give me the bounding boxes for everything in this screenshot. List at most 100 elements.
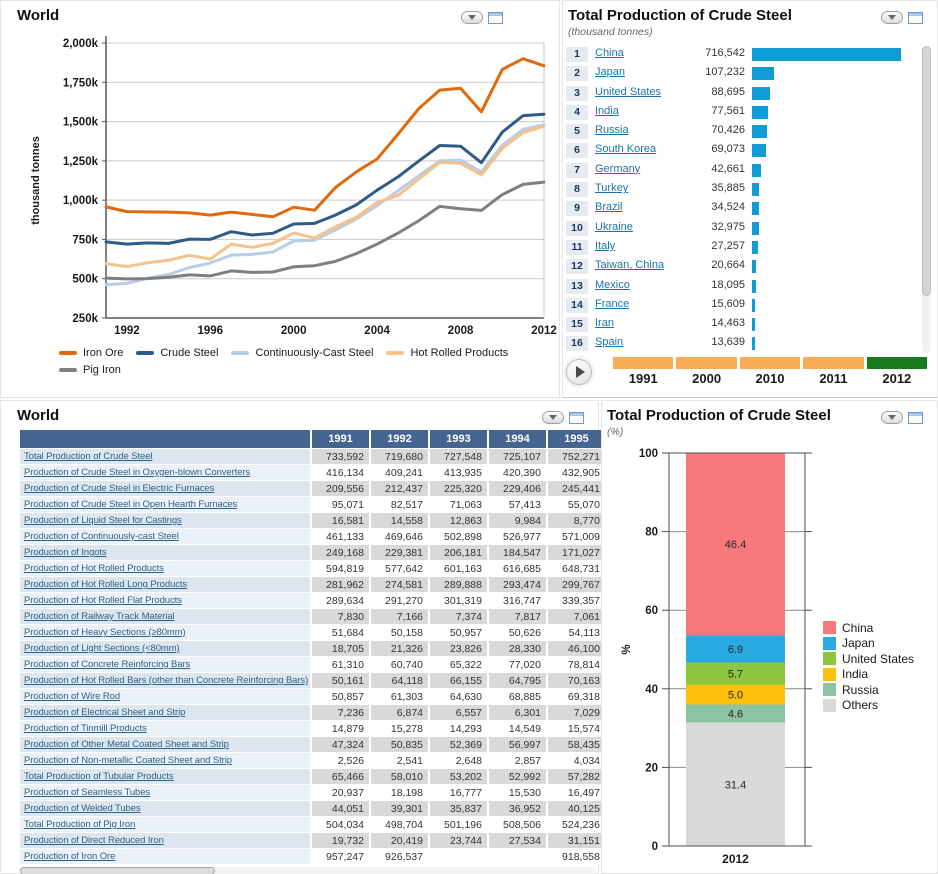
timeline-segment-bar[interactable] — [866, 357, 928, 369]
country-bar[interactable] — [752, 260, 756, 274]
country-link[interactable]: Italy — [595, 239, 616, 252]
metric-link[interactable]: Production of Crude Steel in Open Hearth… — [24, 499, 238, 510]
panel-menu-dropdown-icon[interactable] — [542, 411, 564, 424]
legend-item[interactable]: Continuously-Cast Steel — [231, 347, 373, 359]
legend-item[interactable]: United States — [823, 651, 914, 667]
metric-link[interactable]: Production of Other Metal Coated Sheet a… — [24, 739, 229, 750]
metric-link[interactable]: Total Production of Tubular Products — [24, 771, 174, 782]
timeline-segment-2010[interactable]: 2010 — [739, 357, 801, 386]
maximize-window-icon[interactable] — [488, 11, 503, 24]
country-bar[interactable] — [752, 86, 770, 100]
country-bar[interactable] — [752, 67, 774, 81]
country-bar[interactable] — [752, 105, 768, 119]
metric-link[interactable]: Production of Continuously-cast Steel — [24, 531, 179, 542]
timeline-segment-2000[interactable]: 2000 — [676, 357, 737, 386]
legend-item[interactable]: Crude Steel — [136, 347, 218, 359]
timeline-segment-2012[interactable]: 2012 — [866, 357, 928, 386]
metric-link[interactable]: Production of Crude Steel in Electric Fu… — [24, 483, 215, 494]
metric-link[interactable]: Production of Hot Rolled Long Products — [24, 579, 188, 590]
country-bar[interactable] — [752, 163, 761, 177]
metric-link[interactable]: Production of Direct Reduced Iron — [24, 835, 164, 846]
series-line-Crude Steel[interactable] — [104, 112, 546, 246]
metric-link[interactable]: Production of Iron Ore — [24, 851, 116, 862]
country-bar[interactable] — [752, 125, 767, 139]
metric-link[interactable]: Production of Tinmill Products — [24, 723, 147, 734]
stack-segment-Russia[interactable] — [686, 704, 785, 723]
country-link[interactable]: Taiwan, China — [595, 259, 665, 272]
legend-item[interactable]: Pig Iron — [59, 364, 121, 376]
world-line-chart[interactable]: 250k 500k 750k 1,000k 1,250k 1,500k 1,750k 2,00… — [1, 29, 561, 341]
country-bar[interactable] — [752, 279, 756, 293]
stacked-bar-chart[interactable]: 0 20 40 60 80 100 46.4 6.9 5.7 5.0 4.6 31.4 2012% — [602, 441, 938, 871]
timeline-play-button[interactable] — [566, 359, 592, 385]
country-link[interactable]: Spain — [595, 336, 624, 349]
legend-item[interactable]: Japan — [823, 636, 914, 652]
country-bar[interactable] — [752, 202, 759, 216]
country-bar[interactable] — [752, 318, 755, 332]
timeline-segment-bar[interactable] — [803, 357, 864, 369]
country-bar[interactable] — [752, 144, 766, 158]
series-line-Hot Rolled Products[interactable] — [104, 124, 546, 268]
series-line-Continuously-Cast Steel[interactable] — [104, 123, 546, 287]
country-link[interactable]: Japan — [595, 66, 625, 79]
metric-link[interactable]: Production of Hot Rolled Products — [24, 563, 164, 574]
legend-item[interactable]: Russia — [823, 682, 914, 698]
panel-menu-dropdown-icon[interactable] — [881, 411, 903, 424]
metric-link[interactable]: Production of Light Sections (<80mm) — [24, 643, 180, 654]
country-link[interactable]: India — [595, 104, 619, 117]
country-bar[interactable] — [752, 298, 755, 312]
panel-menu-dropdown-icon[interactable] — [881, 11, 903, 24]
metric-link[interactable]: Production of Wire Rod — [24, 691, 121, 702]
metric-link[interactable]: Total Production of Pig Iron — [24, 819, 136, 830]
timeline-segment-bar[interactable] — [676, 357, 737, 369]
metric-link[interactable]: Production of Seamless Tubes — [24, 787, 151, 798]
country-link[interactable]: China — [595, 47, 624, 59]
stack-segment-Japan[interactable] — [686, 635, 785, 663]
country-bar[interactable] — [752, 48, 901, 61]
country-link[interactable]: Russia — [595, 124, 629, 137]
timeline-segment-bar[interactable] — [739, 357, 801, 369]
country-link[interactable]: France — [595, 297, 630, 310]
metric-link[interactable]: Production of Hot Rolled Bars (other tha… — [24, 675, 309, 686]
country-link[interactable]: Ukraine — [595, 220, 633, 233]
ranking-scrollbar-thumb[interactable] — [922, 46, 931, 296]
legend-item[interactable]: Hot Rolled Products — [386, 347, 508, 359]
series-line-Pig Iron[interactable] — [104, 180, 546, 281]
panel-menu-dropdown-icon[interactable] — [461, 11, 483, 24]
legend-item[interactable]: India — [823, 667, 914, 683]
country-link[interactable]: Brazil — [595, 201, 623, 214]
metric-link[interactable]: Production of Non-metallic Coated Sheet … — [24, 755, 232, 766]
country-bar[interactable] — [752, 240, 758, 254]
table-scrollbar-thumb[interactable] — [20, 867, 215, 874]
metric-link[interactable]: Production of Heavy Sections (≥80mm) — [24, 627, 186, 638]
stack-segment-Others[interactable] — [686, 722, 785, 846]
metric-link[interactable]: Production of Electrical Sheet and Strip — [24, 707, 186, 718]
metric-link[interactable]: Production of Crude Steel in Oxygen-blow… — [24, 467, 251, 478]
maximize-window-icon[interactable] — [908, 11, 923, 24]
country-link[interactable]: Turkey — [595, 182, 629, 195]
metric-link[interactable]: Production of Railway Track Material — [24, 611, 175, 622]
country-link[interactable]: Iran — [595, 317, 614, 330]
ranking-scrollbar-track[interactable] — [922, 46, 931, 353]
legend-item[interactable]: Iron Ore — [59, 347, 123, 359]
metric-link[interactable]: Production of Ingots — [24, 547, 107, 558]
maximize-window-icon[interactable] — [569, 411, 584, 424]
metric-link[interactable]: Total Production of Crude Steel — [24, 451, 153, 462]
metric-link[interactable]: Production of Liquid Steel for Castings — [24, 515, 182, 526]
country-bar[interactable] — [752, 337, 755, 351]
series-line-Iron Ore[interactable] — [104, 57, 546, 219]
stack-segment-United States[interactable] — [686, 662, 785, 685]
timeline-segment-1991[interactable]: 1991 — [613, 357, 674, 386]
maximize-window-icon[interactable] — [908, 411, 923, 424]
stack-segment-India[interactable] — [686, 684, 785, 705]
country-link[interactable]: South Korea — [595, 143, 657, 156]
stack-segment-China[interactable] — [686, 453, 785, 636]
legend-item[interactable]: Others — [823, 698, 914, 714]
legend-item[interactable]: China — [823, 620, 914, 636]
country-link[interactable]: Germany — [595, 162, 641, 175]
country-link[interactable]: Mexico — [595, 278, 630, 291]
table-scrollbar-track[interactable] — [18, 867, 595, 874]
metric-link[interactable]: Production of Concrete Reinforcing Bars — [24, 659, 191, 670]
timeline-segment-bar[interactable] — [613, 357, 674, 369]
country-bar[interactable] — [752, 221, 759, 235]
